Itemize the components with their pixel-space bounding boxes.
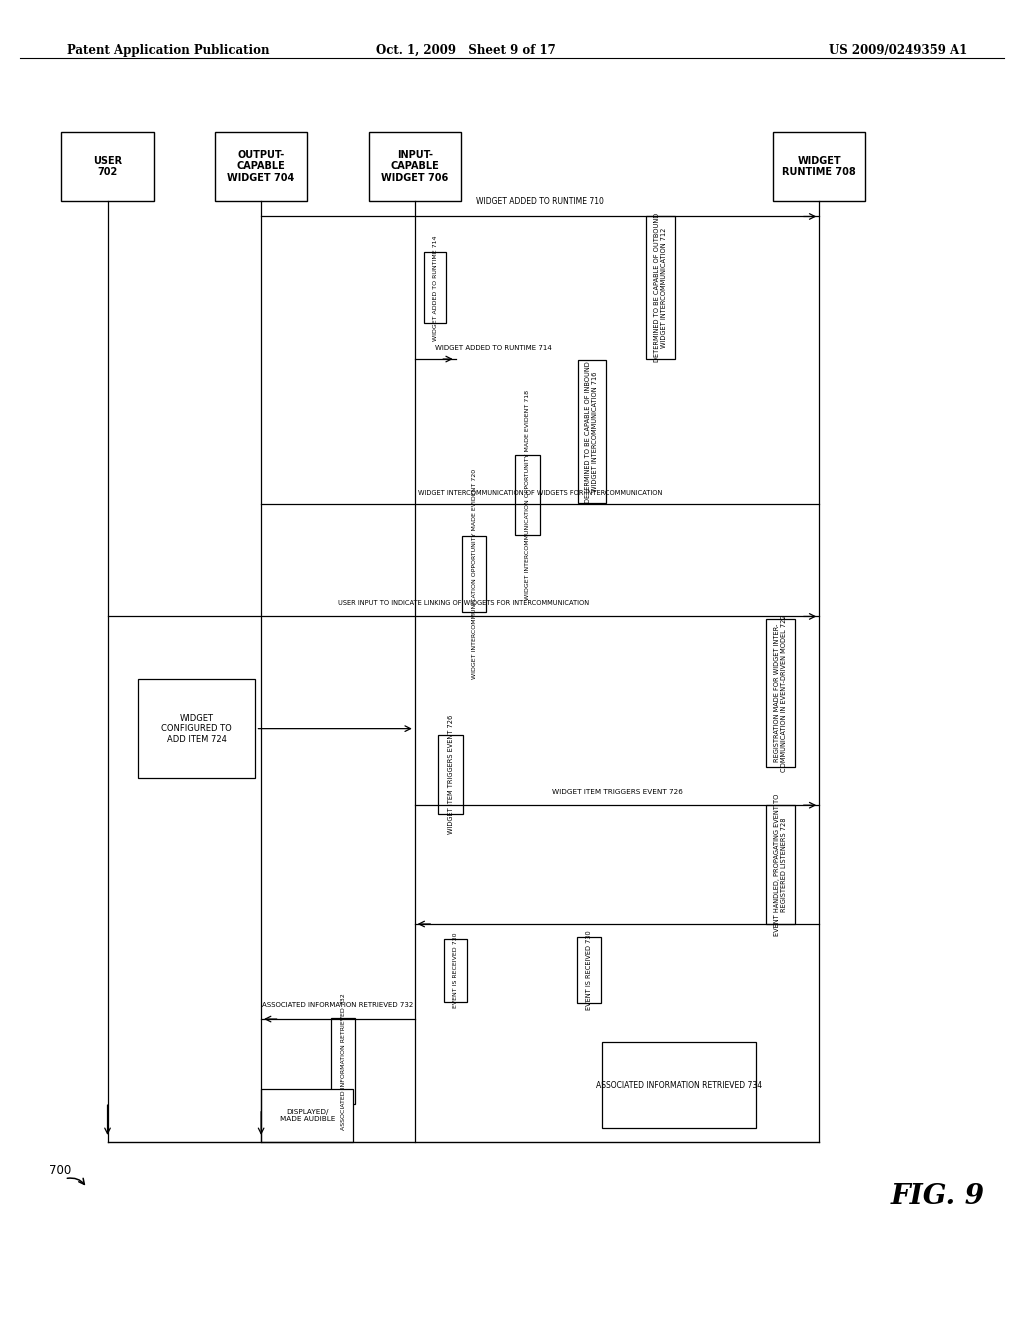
Text: Oct. 1, 2009   Sheet 9 of 17: Oct. 1, 2009 Sheet 9 of 17 [376,44,556,57]
Text: WIDGET ADDED TO RUNTIME 714: WIDGET ADDED TO RUNTIME 714 [433,235,437,341]
FancyBboxPatch shape [577,937,601,1003]
FancyBboxPatch shape [438,735,463,814]
Text: OUTPUT-
CAPABLE
WIDGET 704: OUTPUT- CAPABLE WIDGET 704 [227,149,295,183]
FancyBboxPatch shape [137,678,256,777]
FancyBboxPatch shape [646,216,675,359]
FancyBboxPatch shape [369,132,461,201]
FancyBboxPatch shape [215,132,307,201]
Text: DETERMINED TO BE CAPABLE OF OUTBOUND
WIDGET INTERCOMMUNICATION 712: DETERMINED TO BE CAPABLE OF OUTBOUND WID… [654,213,667,363]
FancyBboxPatch shape [773,132,865,201]
Text: INPUT-
CAPABLE
WIDGET 706: INPUT- CAPABLE WIDGET 706 [381,149,449,183]
Text: USER INPUT TO INDICATE LINKING OF WIDGETS FOR INTERCOMMUNICATION: USER INPUT TO INDICATE LINKING OF WIDGET… [338,599,589,606]
Text: Patent Application Publication: Patent Application Publication [67,44,269,57]
Text: WIDGET
RUNTIME 708: WIDGET RUNTIME 708 [782,156,856,177]
Text: US 2009/0249359 A1: US 2009/0249359 A1 [829,44,968,57]
Text: EVENT IS RECEIVED 730: EVENT IS RECEIVED 730 [586,931,592,1010]
Text: WIDGET
CONFIGURED TO
ADD ITEM 724: WIDGET CONFIGURED TO ADD ITEM 724 [161,714,232,743]
FancyBboxPatch shape [61,132,154,201]
Text: WIDGET INTERCOMMUNICATION OPPORTUNITY MADE EVIDENT 720: WIDGET INTERCOMMUNICATION OPPORTUNITY MA… [472,469,476,680]
Text: ASSOCIATED INFORMATION RETRIEVED 734: ASSOCIATED INFORMATION RETRIEVED 734 [596,1081,762,1089]
FancyBboxPatch shape [261,1089,353,1142]
Text: EVENT IS RECEIVED 730: EVENT IS RECEIVED 730 [454,932,458,1008]
Text: WIDGET INTERCOMMUNICATION OF WIDGETS FOR INTERCOMMUNICATION: WIDGET INTERCOMMUNICATION OF WIDGETS FOR… [418,490,663,496]
Text: WIDGET ITEM TRIGGERS EVENT 726: WIDGET ITEM TRIGGERS EVENT 726 [552,788,682,795]
Text: ASSOCIATED INFORMATION RETRIEVED 732: ASSOCIATED INFORMATION RETRIEVED 732 [262,1002,414,1008]
Text: FIG. 9: FIG. 9 [891,1184,985,1210]
Text: ASSOCIATED INFORMATION RETRIEVED 732: ASSOCIATED INFORMATION RETRIEVED 732 [341,993,345,1130]
FancyBboxPatch shape [331,1019,355,1104]
FancyBboxPatch shape [602,1043,756,1127]
FancyBboxPatch shape [515,455,540,535]
FancyBboxPatch shape [766,805,795,924]
FancyBboxPatch shape [766,619,795,767]
Text: WIDGET ITEM TRIGGERS EVENT 726: WIDGET ITEM TRIGGERS EVENT 726 [447,715,454,834]
Text: REGISTRATION MADE FOR WIDGET INTER-
COMMUNICATION IN EVENT-DRIVEN MODEL 722: REGISTRATION MADE FOR WIDGET INTER- COMM… [774,614,786,772]
Text: DETERMINED TO BE CAPABLE OF INBOUND
WIDGET INTERCOMMUNICATION 716: DETERMINED TO BE CAPABLE OF INBOUND WIDG… [586,360,598,503]
FancyBboxPatch shape [444,939,467,1002]
Text: WIDGET INTERCOMMUNICATION OPPORTUNITY MADE EVIDENT 718: WIDGET INTERCOMMUNICATION OPPORTUNITY MA… [525,389,529,601]
Text: 700: 700 [49,1164,72,1177]
Text: USER
702: USER 702 [93,156,122,177]
Text: WIDGET ADDED TO RUNTIME 710: WIDGET ADDED TO RUNTIME 710 [476,197,604,206]
FancyBboxPatch shape [578,360,606,503]
Text: DISPLAYED/
MADE AUDIBLE: DISPLAYED/ MADE AUDIBLE [280,1109,335,1122]
FancyBboxPatch shape [424,252,446,323]
FancyBboxPatch shape [462,536,486,612]
Text: EVENT HANDLED, PROPAGATING EVENT TO
REGISTERED LISTENERS 728: EVENT HANDLED, PROPAGATING EVENT TO REGI… [774,793,786,936]
Text: WIDGET ADDED TO RUNTIME 714: WIDGET ADDED TO RUNTIME 714 [435,345,552,351]
